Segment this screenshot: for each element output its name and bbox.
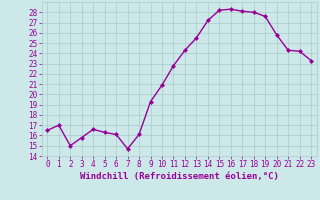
X-axis label: Windchill (Refroidissement éolien,°C): Windchill (Refroidissement éolien,°C) bbox=[80, 172, 279, 181]
